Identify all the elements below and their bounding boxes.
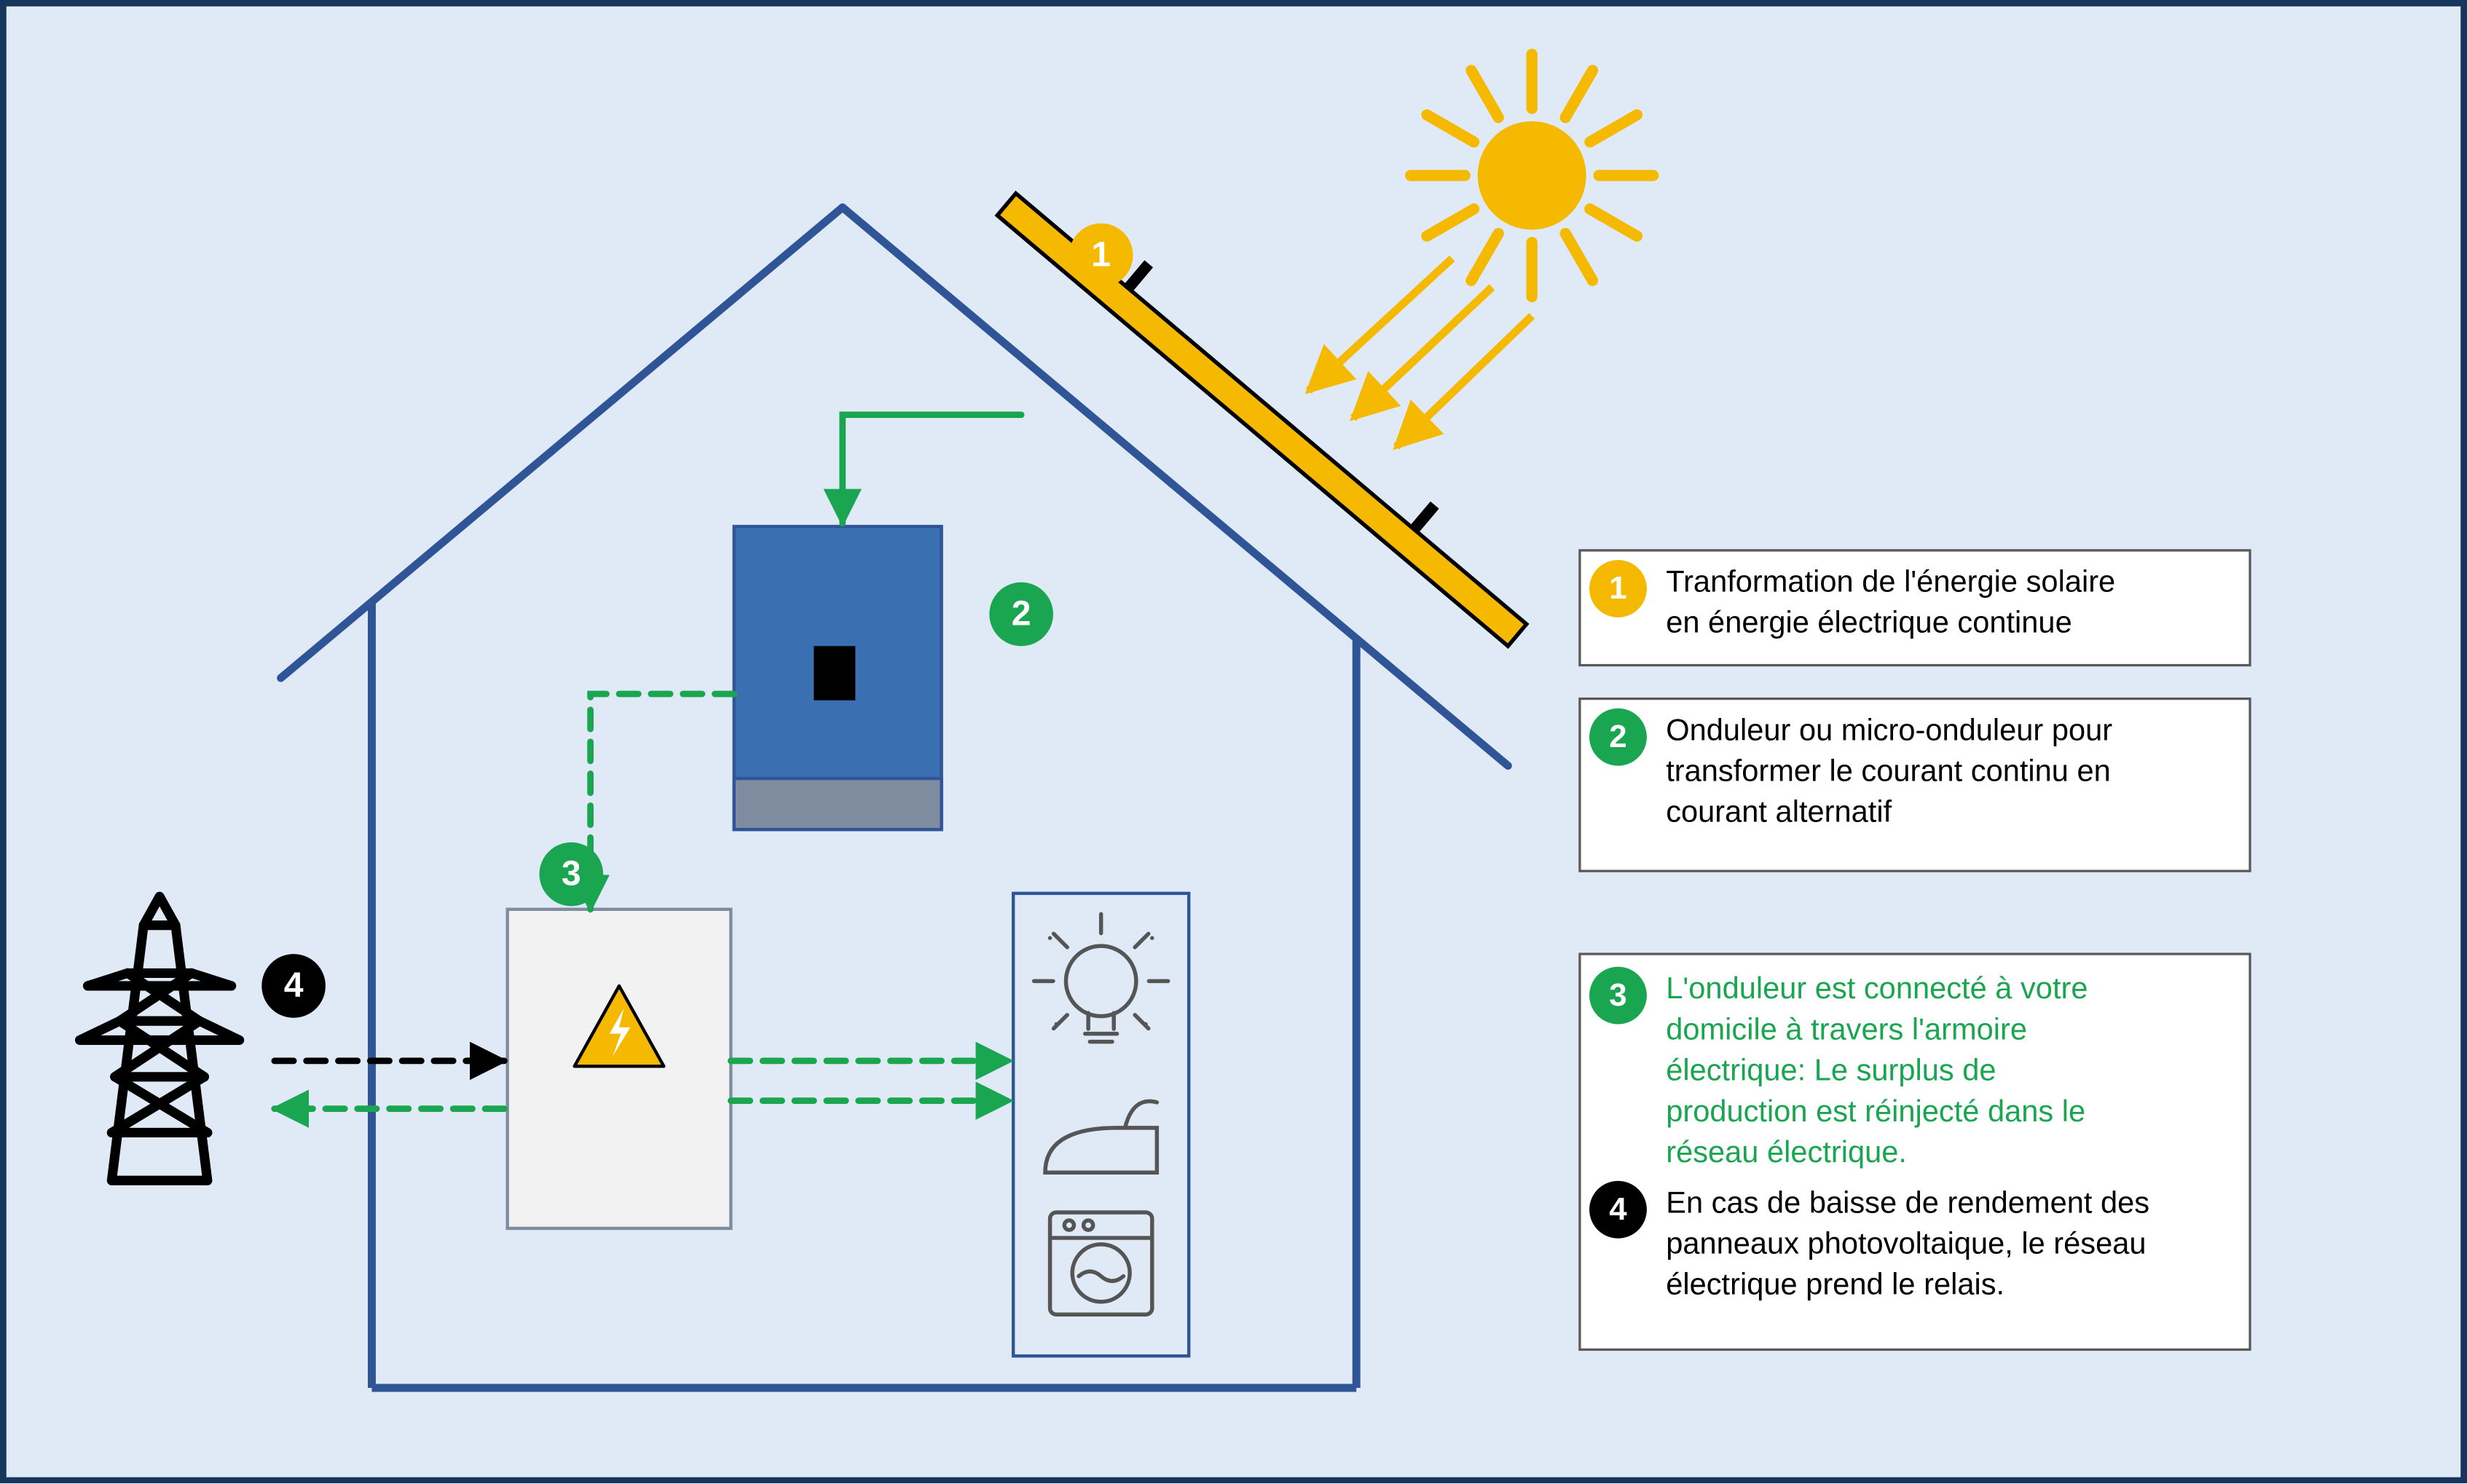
svg-text:panneaux photovoltaique, le ré: panneaux photovoltaique, le réseau — [1666, 1226, 2146, 1260]
svg-text:2: 2 — [1609, 719, 1626, 754]
svg-text:4: 4 — [284, 966, 304, 1005]
svg-text:2: 2 — [1012, 593, 1031, 633]
svg-text:en énergie électrique continue: en énergie électrique continue — [1666, 605, 2072, 639]
svg-text:courant alternatif: courant alternatif — [1666, 794, 1892, 829]
svg-text:électrique: Le surplus de: électrique: Le surplus de — [1666, 1053, 1996, 1087]
svg-text:réseau électrique.: réseau électrique. — [1666, 1134, 1907, 1169]
svg-text:3: 3 — [1609, 977, 1626, 1013]
svg-text:production est réinjecté dans: production est réinjecté dans le — [1666, 1094, 2085, 1128]
svg-text:3: 3 — [562, 853, 581, 893]
svg-text:Onduleur ou micro-onduleur pou: Onduleur ou micro-onduleur pour — [1666, 712, 2112, 746]
svg-text:domicile à travers l'armoire: domicile à travers l'armoire — [1666, 1011, 2027, 1046]
svg-text:1: 1 — [1091, 234, 1111, 274]
svg-text:L'onduleur est connecté à votr: L'onduleur est connecté à votre — [1666, 971, 2088, 1005]
svg-text:électrique prend le relais.: électrique prend le relais. — [1666, 1267, 2004, 1301]
svg-text:transformer le courant continu: transformer le courant continu en — [1666, 753, 2111, 787]
svg-text:Tranformation de l'énergie sol: Tranformation de l'énergie solaire — [1666, 564, 2115, 599]
svg-text:1: 1 — [1609, 570, 1626, 606]
svg-text:4: 4 — [1609, 1191, 1627, 1227]
svg-text:En cas de baisse de rendement: En cas de baisse de rendement des — [1666, 1185, 2149, 1219]
